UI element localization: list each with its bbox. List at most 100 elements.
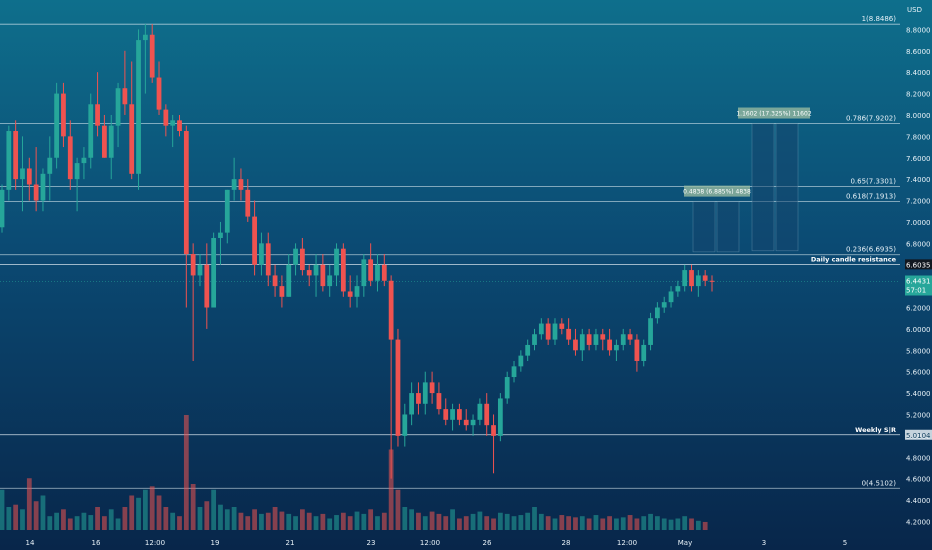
volume-bar bbox=[163, 507, 169, 530]
volume-bar bbox=[354, 511, 360, 530]
x-tick-label: 28 bbox=[562, 539, 571, 547]
volume-bar bbox=[593, 515, 599, 530]
candle-body bbox=[108, 125, 114, 158]
candle-body bbox=[33, 184, 39, 201]
candle-body bbox=[252, 216, 257, 265]
volume-bar bbox=[388, 449, 394, 530]
y-tick-label: 6.0000 bbox=[906, 326, 931, 334]
candle-body bbox=[661, 302, 667, 308]
candle-body bbox=[470, 419, 476, 426]
candle-body bbox=[511, 366, 517, 378]
volume-bar bbox=[190, 484, 196, 530]
candle-body bbox=[272, 275, 278, 287]
candle-body bbox=[142, 34, 148, 41]
candle-body bbox=[279, 286, 285, 297]
x-tick-label: 12:00 bbox=[145, 539, 165, 547]
x-tick-label: 12:00 bbox=[420, 539, 440, 547]
price-marker-label: 5.0104 bbox=[906, 432, 931, 440]
volume-bar bbox=[695, 520, 701, 530]
y-tick-label: 4.6000 bbox=[906, 476, 931, 484]
candle-body bbox=[81, 157, 87, 164]
candle-body bbox=[593, 334, 599, 345]
volume-bar bbox=[299, 509, 305, 530]
candle-body bbox=[163, 109, 169, 126]
candle-body bbox=[0, 189, 5, 228]
volume-bar bbox=[573, 517, 578, 530]
candle-body bbox=[54, 93, 60, 158]
volume-bar bbox=[61, 509, 66, 530]
volume-bar bbox=[620, 517, 626, 530]
volume-bar bbox=[47, 516, 53, 530]
candle-body bbox=[573, 339, 578, 351]
candle-body bbox=[614, 344, 619, 351]
candle-body bbox=[265, 243, 271, 276]
volume-bar bbox=[88, 515, 94, 530]
volume-bar bbox=[689, 518, 694, 530]
candle-body bbox=[532, 334, 537, 345]
volume-bar bbox=[177, 516, 182, 530]
volume-bar bbox=[74, 516, 80, 530]
candle-body bbox=[525, 344, 531, 356]
y-tick-label: 8.8000 bbox=[906, 26, 931, 34]
candle-body bbox=[102, 125, 107, 158]
volume-bar bbox=[463, 516, 469, 530]
candle-body bbox=[231, 179, 237, 190]
y-tick-label: 6.8000 bbox=[906, 240, 931, 248]
x-tick-label: 21 bbox=[286, 539, 295, 547]
volume-bar bbox=[484, 516, 490, 530]
candle-body bbox=[293, 248, 298, 265]
measure-label-box bbox=[738, 107, 810, 119]
measure-box bbox=[716, 201, 740, 253]
candle-body bbox=[347, 291, 353, 297]
x-tick-label: 26 bbox=[483, 539, 492, 547]
candle-body bbox=[313, 264, 319, 276]
volume-bar bbox=[231, 507, 237, 530]
candle-body bbox=[484, 403, 490, 426]
candle-body bbox=[620, 334, 626, 345]
volume-bar bbox=[361, 513, 367, 530]
measure-label-box bbox=[684, 185, 750, 197]
x-tick-label: 19 bbox=[211, 539, 220, 547]
y-tick-label: 5.8000 bbox=[906, 347, 931, 355]
volume-bar bbox=[545, 516, 551, 530]
y-tick-label: 8.0000 bbox=[906, 112, 931, 120]
y-tick-label: 7.2000 bbox=[906, 198, 931, 206]
candle-body bbox=[402, 414, 408, 436]
candle-body bbox=[26, 168, 32, 185]
volume-bar bbox=[170, 512, 176, 530]
fib-label: 1(8.8486) bbox=[862, 15, 897, 23]
candle-body bbox=[436, 393, 442, 410]
candle-body bbox=[648, 318, 653, 345]
annotation-label: Daily candle resistance bbox=[811, 255, 897, 263]
y-tick-label: 4.8000 bbox=[906, 454, 931, 462]
candle-body bbox=[675, 286, 681, 292]
candle-body bbox=[67, 136, 73, 180]
volume-bar bbox=[102, 516, 107, 530]
volume-bar bbox=[149, 486, 155, 530]
candle-body bbox=[245, 189, 251, 217]
volume-bar bbox=[20, 509, 25, 530]
candle-body bbox=[375, 264, 380, 281]
y-tick-label: 5.6000 bbox=[906, 369, 931, 377]
candle-body bbox=[463, 419, 469, 426]
fib-label: 0.236(6.6935) bbox=[846, 246, 896, 254]
volume-bar bbox=[238, 512, 244, 530]
candle-body bbox=[641, 344, 647, 361]
candle-body bbox=[450, 409, 455, 420]
fib-label: 0.65(7.3301) bbox=[850, 178, 896, 186]
y-tick-label: 8.4000 bbox=[906, 69, 931, 77]
candle-body bbox=[334, 248, 339, 276]
x-tick-label: 3 bbox=[762, 539, 766, 547]
volume-bar bbox=[607, 516, 612, 530]
volume-bar bbox=[306, 512, 312, 530]
candle-body bbox=[320, 264, 326, 287]
volume-bar bbox=[224, 509, 230, 530]
volume-bar bbox=[375, 516, 380, 530]
volume-bar bbox=[586, 518, 592, 530]
candle-body bbox=[395, 339, 401, 436]
volume-bar bbox=[409, 509, 415, 530]
volume-bar bbox=[218, 504, 223, 530]
volume-bar bbox=[252, 509, 257, 530]
